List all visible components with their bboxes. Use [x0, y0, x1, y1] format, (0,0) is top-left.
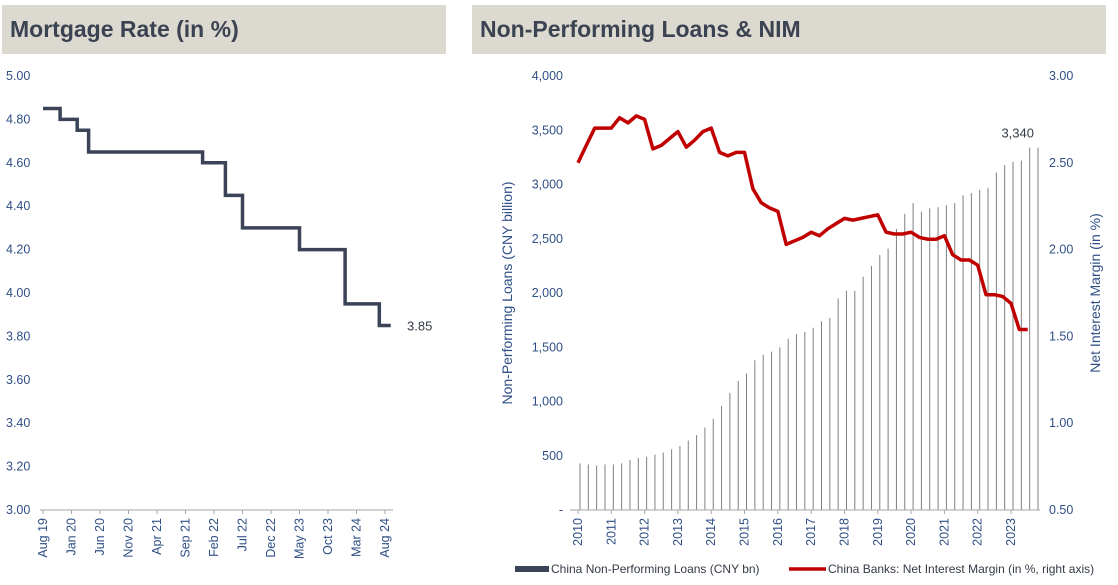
y-tick-label: 4.00: [6, 286, 30, 300]
x-tick-label: 2018: [837, 518, 851, 546]
y-left-tick-label: 2,000: [532, 286, 563, 300]
y-tick-label: 4.20: [6, 243, 30, 257]
x-tick-label: 2019: [871, 518, 885, 546]
x-tick-label: 2022: [971, 518, 985, 546]
last-npl-annotation: 3,340: [1001, 126, 1034, 141]
y-right-tick-label: 1.50: [1049, 329, 1073, 343]
npl-chart-header: Non-Performing Loans & NIM: [472, 5, 1106, 54]
y-right-tick-label: 2.50: [1049, 156, 1073, 170]
x-tick-label: 2012: [638, 518, 652, 546]
x-tick-label: Jan 20: [65, 518, 79, 556]
y-left-axis-title: Non-Performing Loans (CNY billion): [499, 181, 515, 404]
x-tick-label: 2011: [604, 518, 618, 545]
y-tick-label: 4.60: [6, 156, 30, 170]
mortgage-rate-line: [43, 106, 391, 328]
x-tick-label: 2021: [937, 518, 951, 546]
y-left-tick-label: 3,500: [532, 123, 563, 137]
y-right-axis-title: Net Interest Margin (in %): [1087, 213, 1103, 373]
x-tick-label: Mar 24: [350, 518, 364, 557]
x-tick-label: Apr 21: [150, 518, 164, 555]
npl-chart-title: Non-Performing Loans & NIM: [480, 16, 801, 42]
nim-line: [576, 114, 1028, 332]
x-tick-label: May 23: [293, 518, 307, 559]
y-right-tick-label: 0.50: [1049, 503, 1073, 517]
x-tick-label: Jun 20: [93, 518, 107, 556]
x-tick-label: 2015: [738, 518, 752, 546]
x-tick-label: Aug 19: [36, 518, 50, 558]
y-left-tick-label: 4,000: [532, 69, 563, 83]
x-tick-label: Aug 24: [378, 518, 392, 558]
x-tick-label: Feb 22: [207, 518, 221, 557]
x-tick-label: 2016: [771, 518, 785, 546]
y-tick-label: 3.00: [6, 503, 30, 517]
x-tick-label: Sep 21: [179, 518, 193, 558]
x-tick-label: 2010: [571, 518, 585, 546]
y-left-tick-label: 2,500: [532, 232, 563, 246]
y-left-tick-label: 3,000: [532, 178, 563, 192]
y-right-tick-label: 1.00: [1049, 416, 1073, 430]
y-left-tick-label: 1,000: [532, 395, 563, 409]
y-left-tick-label: -: [559, 503, 563, 517]
legend-nim-label: China Banks: Net Interest Margin (in %, …: [828, 562, 1094, 576]
x-tick-label: 2020: [904, 518, 918, 546]
x-tick-label: Nov 20: [122, 518, 136, 558]
y-left-tick-label: 1,500: [532, 340, 563, 354]
mortgage-chart-header: Mortgage Rate (in %): [2, 5, 446, 54]
x-tick-label: 2014: [704, 518, 718, 546]
y-right-tick-label: 2.00: [1049, 243, 1073, 257]
y-tick-label: 4.40: [6, 199, 30, 213]
y-tick-label: 5.00: [6, 69, 30, 83]
y-tick-label: 3.80: [6, 329, 30, 343]
mortgage-rate-chart: 5.00 4.80 4.60 4.40 4.20 4.00 3.80 3.60 3.40 3.20…: [6, 69, 432, 559]
y-tick-label: 4.80: [6, 112, 30, 126]
x-tick-label: 2023: [1004, 518, 1018, 546]
y-tick-label: 3.60: [6, 373, 30, 387]
y-left-tick-label: 500: [542, 449, 563, 463]
y-right-tick-label: 3.00: [1049, 69, 1073, 83]
legend-npl-label: China Non-Performing Loans (CNY bn): [551, 562, 760, 576]
legend-npl-swatch: [515, 566, 549, 572]
x-tick-label: 2013: [671, 518, 685, 546]
mortgage-chart-title: Mortgage Rate (in %): [10, 16, 239, 42]
x-tick-label: Dec 22: [264, 518, 278, 558]
y-tick-label: 3.20: [6, 460, 30, 474]
x-tick-label: Oct 23: [321, 518, 335, 555]
x-tick-label: 2017: [804, 518, 818, 546]
y-tick-label: 3.40: [6, 416, 30, 430]
last-value-annotation: 3.85: [407, 319, 432, 334]
x-tick-label: Jul 22: [236, 518, 250, 551]
